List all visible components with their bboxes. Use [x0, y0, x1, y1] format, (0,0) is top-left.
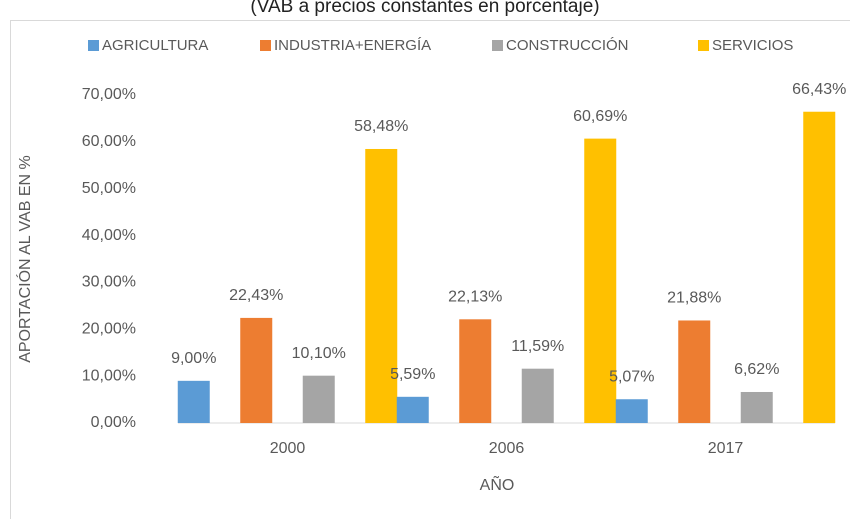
x-tick-label: 2017 — [708, 440, 744, 457]
bar — [615, 399, 648, 423]
y-tick-label: 10,00% — [82, 367, 136, 384]
bar — [459, 319, 492, 423]
bar — [584, 138, 617, 423]
x-tick-label: 2000 — [270, 440, 306, 457]
value-label: 66,43% — [792, 81, 846, 98]
bar — [678, 320, 711, 423]
y-axis-label: APORTACIÓN AL VAB EN % — [15, 155, 34, 362]
x-tick-label: 2006 — [489, 440, 525, 457]
value-label: 6,62% — [734, 361, 779, 378]
y-tick-label: 70,00% — [82, 86, 136, 103]
value-label: 10,10% — [292, 345, 346, 362]
chart-title: (VAB a precios constantes en porcentaje) — [250, 0, 599, 17]
value-label: 5,59% — [390, 366, 435, 383]
value-label: 11,59% — [511, 338, 564, 355]
legend-swatch — [260, 40, 271, 51]
legend-swatch — [698, 40, 709, 51]
value-label: 9,00% — [171, 350, 216, 367]
y-tick-label: 40,00% — [82, 227, 136, 244]
chart-border — [10, 20, 850, 519]
value-label: 60,69% — [573, 108, 627, 125]
y-tick-label: 50,00% — [82, 180, 136, 197]
value-label: 22,43% — [229, 287, 283, 304]
legend-label: CONSTRUCCIÓN — [506, 37, 629, 54]
legend-label: AGRICULTURA — [102, 37, 208, 54]
y-tick-label: 60,00% — [82, 133, 136, 150]
y-tick-label: 20,00% — [82, 321, 136, 338]
bar — [740, 391, 773, 423]
bar — [302, 375, 335, 423]
value-label: 22,13% — [448, 289, 502, 306]
legend-label: INDUSTRIA+ENERGÍA — [274, 37, 431, 54]
y-tick-label: 0,00% — [91, 414, 136, 431]
y-tick-label: 30,00% — [82, 274, 136, 291]
bar — [521, 368, 554, 423]
legend-swatch — [88, 40, 99, 51]
bar — [177, 380, 210, 423]
bar — [365, 148, 398, 423]
bar — [240, 317, 273, 423]
value-label: 21,88% — [667, 290, 721, 307]
bar — [396, 396, 429, 423]
bar — [803, 111, 836, 423]
legend-label: SERVICIOS — [712, 37, 793, 54]
x-axis-label: AÑO — [480, 474, 515, 494]
value-label: 5,07% — [609, 368, 654, 385]
legend-swatch — [492, 40, 503, 51]
value-label: 58,48% — [354, 118, 408, 135]
